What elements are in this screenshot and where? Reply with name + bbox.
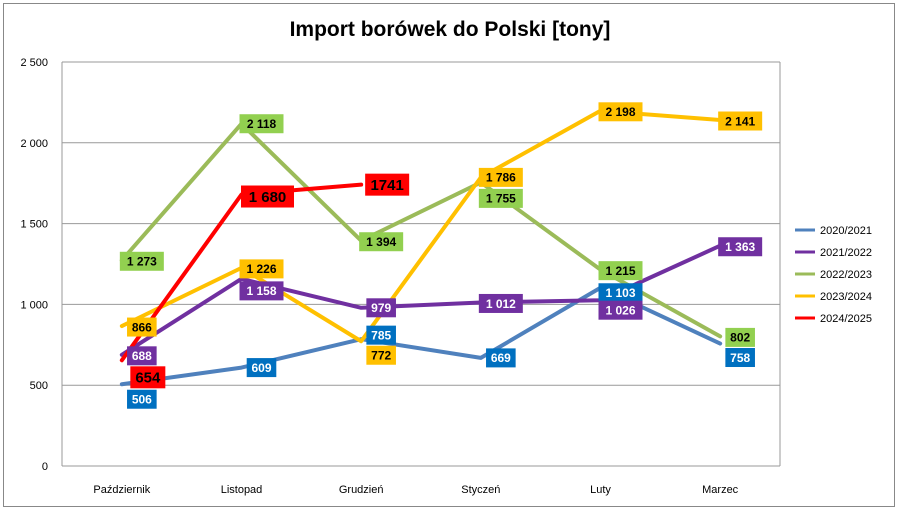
data-label: 2 198 [605,105,635,119]
data-label: 609 [251,361,271,375]
data-label: 1 755 [486,192,516,206]
data-label: 1 012 [486,297,516,311]
data-label-box [130,366,166,389]
data-label-box [598,102,643,122]
y-tick-label: 0 [42,461,48,473]
data-label-box [359,232,404,252]
data-label: 772 [371,349,391,363]
data-label: 866 [132,320,152,334]
data-label-box [239,259,284,279]
x-tick-label: Listopad [221,484,263,496]
data-label-box [718,111,763,131]
data-label: 785 [371,328,391,342]
data-label-box [598,261,643,281]
y-tick-label: 2 000 [20,138,48,150]
x-tick-label: Luty [590,484,611,496]
data-label: 2 118 [247,117,277,131]
data-label: 979 [371,301,391,315]
x-tick-label: Marzec [702,484,739,496]
data-label-box [246,358,277,378]
data-label-box [127,346,157,366]
data-label: 1 394 [366,235,396,249]
data-label: 2 141 [725,114,755,128]
x-tick-label: Październik [93,484,150,496]
data-label-box [478,167,523,187]
series-line [119,121,723,339]
data-label: 688 [132,349,152,363]
data-label: 654 [135,370,161,387]
x-tick-label: Grudzień [339,484,384,496]
chart-frame [3,3,895,507]
data-label-box [119,251,164,271]
data-label-box [725,348,755,368]
data-label: 1 786 [486,171,516,185]
chart-title: Import borówek do Polski [tony] [289,18,611,41]
data-label-box [478,293,523,313]
legend-label: 2024/2025 [820,313,872,325]
y-tick-label: 2 500 [20,57,48,69]
legend-label: 2020/2021 [820,225,872,237]
legend-label: 2023/2024 [820,291,872,303]
y-tick-label: 1 000 [20,299,48,311]
data-label-box [366,345,396,365]
data-label: 1 680 [249,189,287,206]
data-label: 1 158 [246,284,276,298]
y-tick-label: 1 500 [20,219,48,231]
x-tick-label: Styczeń [461,484,500,496]
data-label-box [718,237,763,257]
data-label-box [598,283,643,303]
data-label-box [725,327,755,347]
data-label-box [366,325,396,345]
data-label: 1 273 [127,255,157,269]
legend-label: 2021/2022 [820,247,872,259]
y-tick-label: 500 [30,380,48,392]
data-label-box [598,300,643,320]
data-label: 1 215 [605,264,635,278]
data-label: 1 363 [725,240,755,254]
data-label-box [127,317,157,337]
data-label: 506 [132,393,152,407]
data-label-box [365,173,410,196]
data-label-box [366,298,396,318]
data-label: 1 026 [605,304,635,318]
data-label: 1741 [370,177,403,194]
data-label-box [241,185,294,208]
legend-label: 2022/2023 [820,269,872,281]
data-label: 1 103 [605,286,635,300]
data-label-box [478,188,523,208]
data-label: 758 [730,351,750,365]
data-label: 802 [730,331,750,345]
data-label: 669 [491,351,511,365]
data-label-box [239,281,284,301]
data-label-box [239,114,284,134]
data-label-box [127,389,157,409]
data-label: 1 226 [246,262,276,276]
data-label-box [486,348,516,368]
